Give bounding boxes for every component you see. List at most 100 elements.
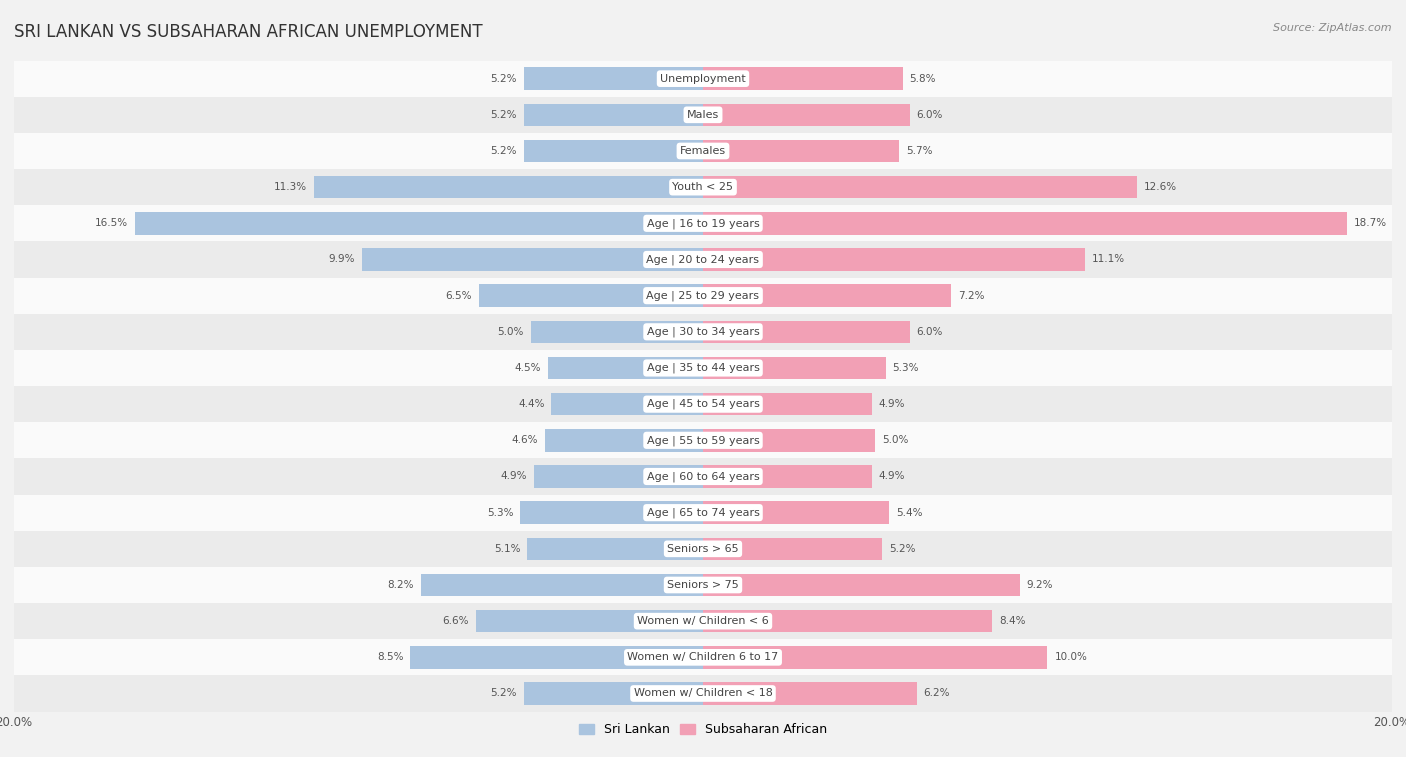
- Text: 11.3%: 11.3%: [274, 182, 307, 192]
- Text: 4.9%: 4.9%: [501, 472, 527, 481]
- Text: Age | 20 to 24 years: Age | 20 to 24 years: [647, 254, 759, 265]
- Bar: [703, 357, 886, 379]
- Text: Youth < 25: Youth < 25: [672, 182, 734, 192]
- Text: 4.4%: 4.4%: [517, 399, 544, 409]
- Text: 6.5%: 6.5%: [446, 291, 472, 301]
- Text: 5.2%: 5.2%: [889, 544, 915, 554]
- Bar: [475, 610, 703, 632]
- Text: Age | 30 to 34 years: Age | 30 to 34 years: [647, 326, 759, 337]
- Bar: [548, 357, 703, 379]
- Bar: [703, 104, 910, 126]
- Text: 8.2%: 8.2%: [387, 580, 413, 590]
- Text: 8.5%: 8.5%: [377, 653, 404, 662]
- Text: 5.8%: 5.8%: [910, 73, 936, 83]
- Bar: [703, 248, 1085, 271]
- Bar: [14, 567, 1392, 603]
- Text: Age | 35 to 44 years: Age | 35 to 44 years: [647, 363, 759, 373]
- Text: 5.3%: 5.3%: [893, 363, 920, 373]
- Bar: [14, 531, 1392, 567]
- Text: 5.2%: 5.2%: [491, 73, 517, 83]
- Bar: [14, 97, 1392, 133]
- Text: 4.6%: 4.6%: [512, 435, 537, 445]
- Bar: [14, 422, 1392, 459]
- Bar: [703, 429, 875, 451]
- Bar: [361, 248, 703, 271]
- Text: 5.7%: 5.7%: [907, 146, 932, 156]
- Bar: [524, 682, 703, 705]
- Text: SRI LANKAN VS SUBSAHARAN AFRICAN UNEMPLOYMENT: SRI LANKAN VS SUBSAHARAN AFRICAN UNEMPLO…: [14, 23, 482, 41]
- Text: 5.2%: 5.2%: [491, 689, 517, 699]
- Text: Women w/ Children 6 to 17: Women w/ Children 6 to 17: [627, 653, 779, 662]
- Text: 7.2%: 7.2%: [957, 291, 984, 301]
- Bar: [14, 278, 1392, 313]
- Bar: [479, 285, 703, 307]
- Text: 5.1%: 5.1%: [494, 544, 520, 554]
- Bar: [14, 205, 1392, 241]
- Text: Age | 60 to 64 years: Age | 60 to 64 years: [647, 472, 759, 481]
- Text: Seniors > 75: Seniors > 75: [666, 580, 740, 590]
- Bar: [703, 393, 872, 416]
- Bar: [703, 610, 993, 632]
- Text: 6.0%: 6.0%: [917, 327, 943, 337]
- Text: 5.0%: 5.0%: [498, 327, 524, 337]
- Bar: [135, 212, 703, 235]
- Bar: [14, 386, 1392, 422]
- Bar: [520, 501, 703, 524]
- Bar: [703, 537, 882, 560]
- Text: 5.4%: 5.4%: [896, 508, 922, 518]
- Bar: [551, 393, 703, 416]
- Text: 10.0%: 10.0%: [1054, 653, 1087, 662]
- Bar: [14, 241, 1392, 278]
- Text: 5.2%: 5.2%: [491, 110, 517, 120]
- Bar: [14, 313, 1392, 350]
- Bar: [14, 169, 1392, 205]
- Bar: [14, 61, 1392, 97]
- Text: Source: ZipAtlas.com: Source: ZipAtlas.com: [1274, 23, 1392, 33]
- Bar: [14, 133, 1392, 169]
- Text: Women w/ Children < 6: Women w/ Children < 6: [637, 616, 769, 626]
- Bar: [703, 321, 910, 343]
- Text: Age | 45 to 54 years: Age | 45 to 54 years: [647, 399, 759, 410]
- Bar: [703, 140, 900, 162]
- Text: 18.7%: 18.7%: [1354, 218, 1388, 229]
- Text: 16.5%: 16.5%: [94, 218, 128, 229]
- Text: Females: Females: [681, 146, 725, 156]
- Text: 4.5%: 4.5%: [515, 363, 541, 373]
- Bar: [14, 350, 1392, 386]
- Text: Age | 55 to 59 years: Age | 55 to 59 years: [647, 435, 759, 446]
- Text: 4.9%: 4.9%: [879, 399, 905, 409]
- Text: 6.6%: 6.6%: [443, 616, 468, 626]
- Text: 5.0%: 5.0%: [882, 435, 908, 445]
- Text: 6.2%: 6.2%: [924, 689, 950, 699]
- Text: 9.2%: 9.2%: [1026, 580, 1053, 590]
- Bar: [420, 574, 703, 597]
- Bar: [703, 212, 1347, 235]
- Bar: [703, 574, 1019, 597]
- Bar: [314, 176, 703, 198]
- Bar: [544, 429, 703, 451]
- Bar: [14, 603, 1392, 639]
- Bar: [703, 682, 917, 705]
- Bar: [703, 67, 903, 90]
- Bar: [703, 285, 950, 307]
- Bar: [524, 140, 703, 162]
- Text: 12.6%: 12.6%: [1144, 182, 1177, 192]
- Text: 6.0%: 6.0%: [917, 110, 943, 120]
- Bar: [14, 675, 1392, 712]
- Bar: [703, 466, 872, 488]
- Bar: [703, 646, 1047, 668]
- Text: Males: Males: [688, 110, 718, 120]
- Text: 11.1%: 11.1%: [1092, 254, 1125, 264]
- Text: 4.9%: 4.9%: [879, 472, 905, 481]
- Bar: [524, 104, 703, 126]
- Text: 5.2%: 5.2%: [491, 146, 517, 156]
- Text: 5.3%: 5.3%: [486, 508, 513, 518]
- Text: Seniors > 65: Seniors > 65: [668, 544, 738, 554]
- Bar: [14, 494, 1392, 531]
- Bar: [703, 501, 889, 524]
- Text: 9.9%: 9.9%: [329, 254, 356, 264]
- Text: Unemployment: Unemployment: [661, 73, 745, 83]
- Text: Women w/ Children < 18: Women w/ Children < 18: [634, 689, 772, 699]
- Bar: [703, 176, 1137, 198]
- Text: Age | 16 to 19 years: Age | 16 to 19 years: [647, 218, 759, 229]
